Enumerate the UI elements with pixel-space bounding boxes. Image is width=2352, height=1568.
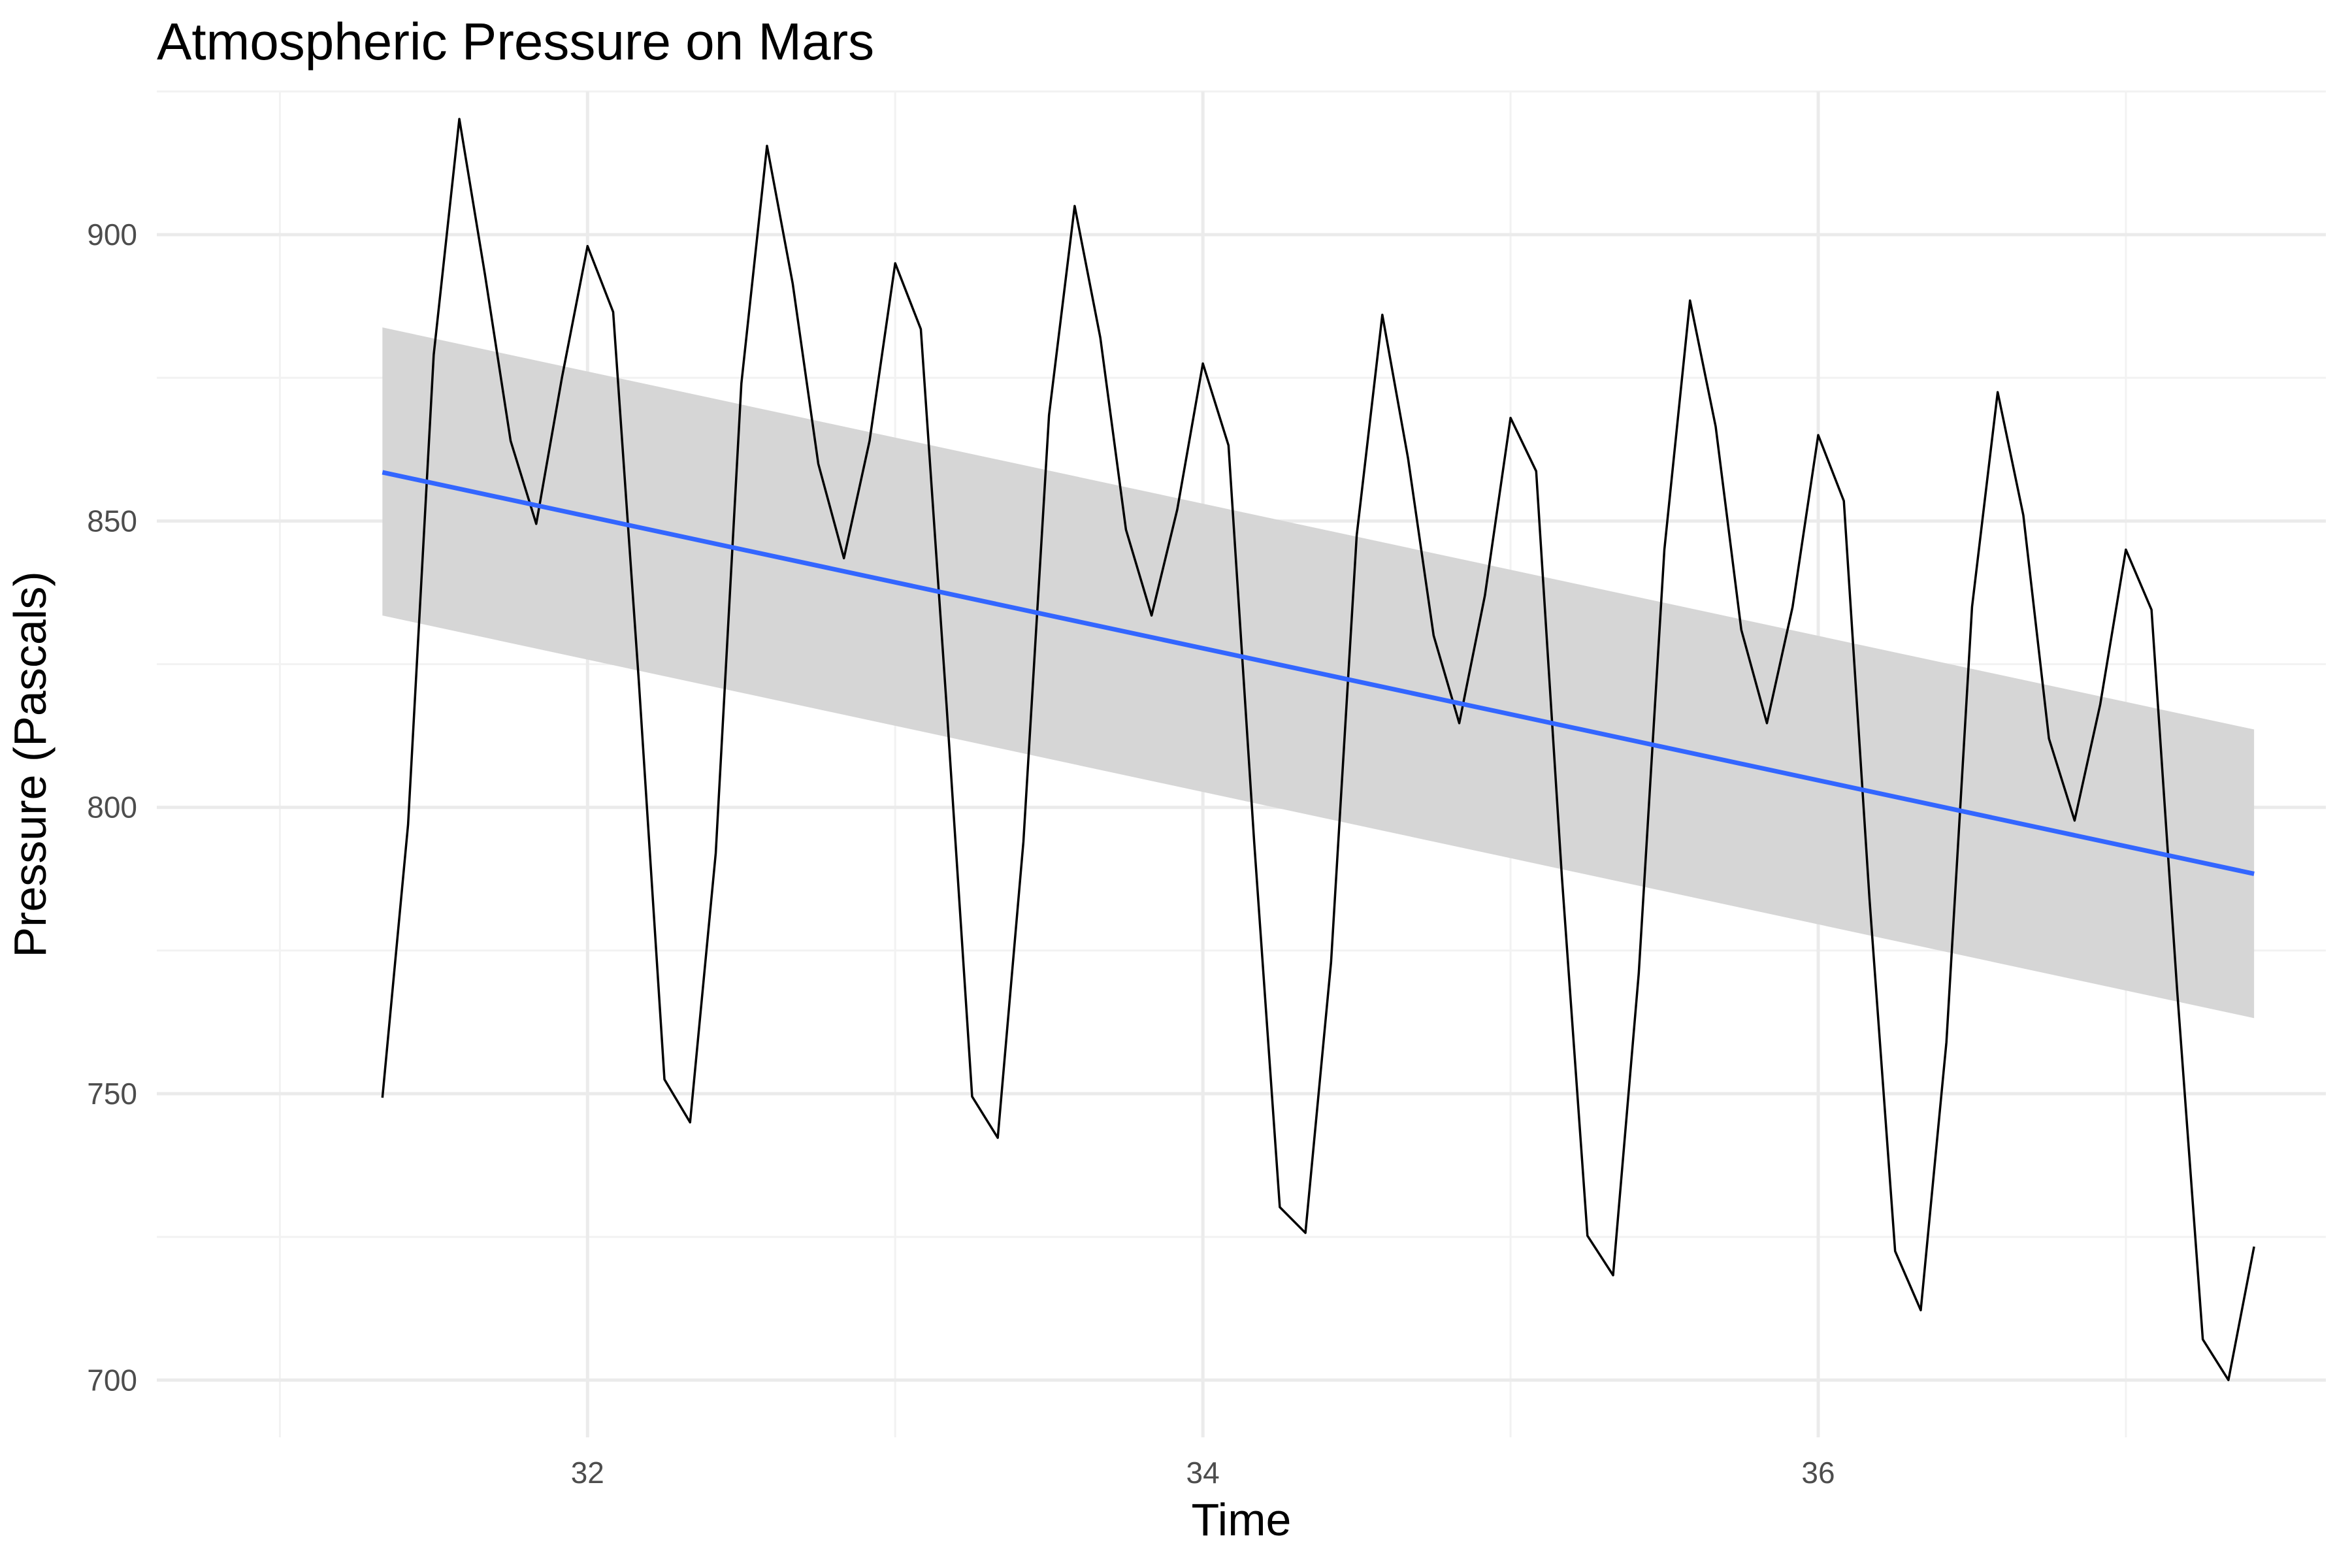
x-axis-tick-labels: 32 34 36 <box>571 1456 1835 1490</box>
x-tick-label: 36 <box>1801 1456 1835 1490</box>
y-tick-label: 700 <box>87 1363 137 1397</box>
x-axis-title: Time <box>1192 1494 1292 1545</box>
y-tick-label: 900 <box>87 218 137 252</box>
x-tick-label: 34 <box>1186 1456 1220 1490</box>
y-tick-label: 800 <box>87 791 137 825</box>
y-axis-tick-labels: 700 750 800 850 900 <box>87 218 137 1397</box>
trend-line <box>382 470 2255 876</box>
x-tick-label: 32 <box>571 1456 604 1490</box>
y-axis-title: Pressure (Pascals) <box>5 571 56 957</box>
pressure-series-line <box>381 118 2255 1382</box>
y-tick-label: 750 <box>87 1077 137 1111</box>
chart-title: Atmospheric Pressure on Mars <box>157 12 875 71</box>
y-tick-label: 850 <box>87 504 137 538</box>
